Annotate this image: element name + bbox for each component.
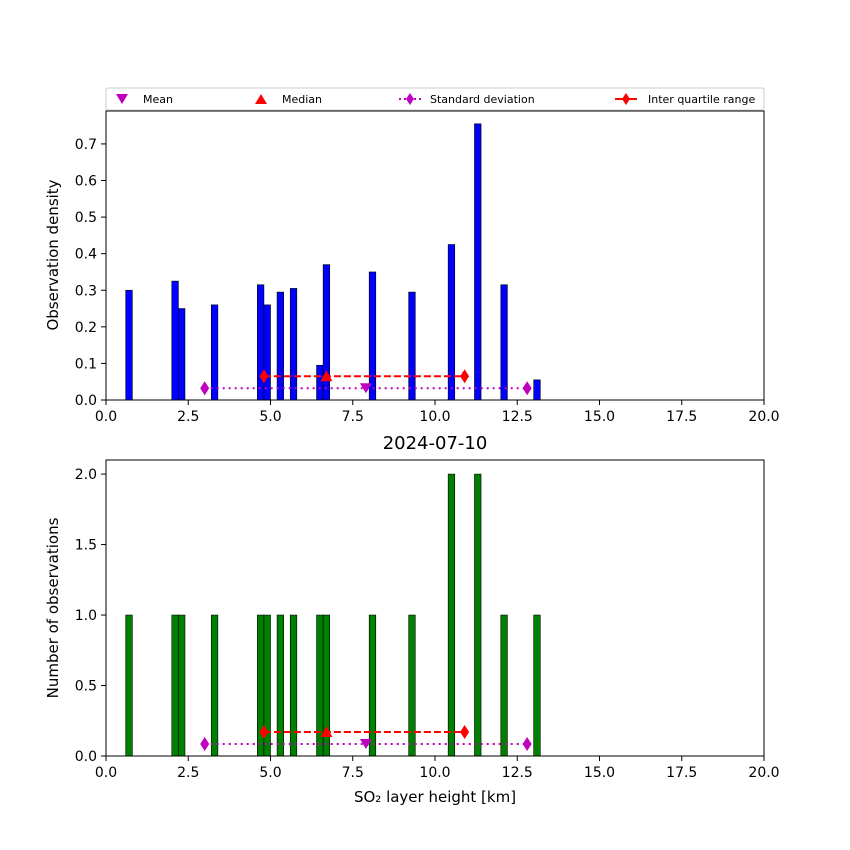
density-y-tick-label: 0.3 — [75, 283, 97, 299]
count-y-tick-label: 2.0 — [75, 467, 97, 483]
count-plot-title: 2024-07-10 — [383, 433, 488, 454]
density-y-tick-label: 0.5 — [75, 210, 97, 226]
count-x-tick-label: 15.0 — [584, 765, 615, 781]
density-bar — [289, 288, 298, 401]
density-median-marker — [320, 370, 333, 382]
density-bar — [474, 123, 482, 401]
legend: Mean Median Standard deviation Inter qua… — [105, 87, 765, 111]
density-iqr-marker — [259, 369, 269, 384]
count-x-tick-label: 0.0 — [95, 765, 117, 781]
count-bar — [210, 614, 219, 757]
density-x-tick-label: 0.0 — [95, 409, 117, 425]
density-y-tick-label: 0.4 — [75, 247, 97, 263]
count-y-ticks: 0.0 0.5 1.0 1.5 2.0 — [75, 467, 106, 765]
density-x-tick-label: 20.0 — [748, 409, 779, 425]
count-x-tick-label: 12.5 — [502, 765, 533, 781]
density-bar — [171, 280, 179, 401]
density-y-tick-label: 0.1 — [75, 356, 97, 372]
density-std-marker — [200, 381, 210, 396]
count-plot-frame — [105, 459, 765, 757]
count-x-tick-label: 7.5 — [342, 765, 364, 781]
density-bar — [316, 364, 324, 401]
density-bar — [276, 291, 284, 401]
count-mean-marker — [359, 739, 372, 750]
count-x-tick-label: 5.0 — [259, 765, 281, 781]
count-x-axis-label: SO₂ layer height [km] — [354, 788, 516, 806]
density-mean-marker — [359, 383, 372, 394]
density-y-tick-label: 0.6 — [75, 174, 97, 190]
count-y-tick-label: 1.0 — [75, 608, 97, 624]
legend-mean-marker — [116, 94, 128, 104]
density-plot: 0.0 2.5 5.0 7.5 10.0 12.5 15.0 17.5 20.0 0.00.10… — [44, 110, 780, 425]
legend-median-label: Median — [282, 93, 322, 106]
count-bar — [408, 614, 416, 757]
count-y-axis-label: Number of observations — [44, 517, 62, 698]
count-bar — [500, 614, 508, 757]
count-median-marker — [320, 726, 333, 738]
density-x-ticks: 0.0 2.5 5.0 7.5 10.0 12.5 15.0 17.5 20.0 — [95, 400, 780, 425]
density-bar — [368, 271, 377, 401]
count-std-marker — [522, 737, 532, 752]
density-plot-frame — [105, 110, 765, 401]
count-std-marker — [200, 737, 210, 752]
density-x-tick-label: 5.0 — [259, 409, 281, 425]
density-y-tick-label: 0.0 — [75, 393, 97, 409]
legend-std-marker — [406, 93, 414, 105]
density-bar — [408, 291, 416, 401]
count-y-tick-label: 0.5 — [75, 679, 97, 695]
density-bars — [125, 123, 541, 401]
count-bar — [276, 614, 284, 757]
density-bar — [178, 308, 186, 401]
count-bar — [125, 614, 133, 757]
legend-frame — [105, 87, 765, 111]
density-bar — [500, 284, 508, 401]
legend-iqr-marker — [622, 93, 630, 105]
density-bar — [125, 289, 133, 401]
count-plot: 2024-07-10 0.0 2.5 5.0 7.5 10.0 12.5 15.0 17.5 2… — [44, 433, 780, 806]
density-bar — [263, 304, 271, 401]
density-bar — [533, 379, 541, 401]
count-y-tick-label: 1.5 — [75, 538, 97, 554]
legend-mean-label: Mean — [143, 93, 173, 106]
count-bar — [171, 614, 179, 757]
density-y-ticks: 0.0 0.1 0.2 0.3 0.4 0.5 0.6 0.7 — [75, 137, 106, 409]
count-bar — [289, 614, 298, 757]
count-iqr-marker — [259, 725, 269, 740]
count-x-tick-label: 2.5 — [177, 765, 199, 781]
density-x-tick-label: 15.0 — [584, 409, 615, 425]
count-x-ticks: 0.0 2.5 5.0 7.5 10.0 12.5 15.0 17.5 20.0 — [95, 756, 780, 781]
count-bar — [368, 614, 377, 757]
legend-median-marker — [255, 94, 267, 104]
count-bar — [474, 473, 482, 757]
density-x-tick-label: 10.0 — [419, 409, 450, 425]
count-bar — [447, 473, 456, 757]
legend-std-label: Standard deviation — [430, 93, 535, 106]
density-x-tick-label: 2.5 — [177, 409, 199, 425]
density-bar — [210, 304, 219, 401]
count-bars — [125, 473, 541, 757]
density-iqr-marker — [460, 369, 470, 384]
density-x-tick-label: 7.5 — [342, 409, 364, 425]
density-x-tick-label: 12.5 — [502, 409, 533, 425]
count-y-tick-label: 0.0 — [75, 749, 97, 765]
density-y-axis-label: Observation density — [44, 179, 62, 330]
density-bar — [257, 284, 265, 401]
count-bar — [178, 614, 186, 757]
count-x-tick-label: 20.0 — [748, 765, 779, 781]
density-std-marker — [522, 381, 532, 396]
density-y-tick-label: 0.7 — [75, 137, 97, 153]
density-x-tick-label: 17.5 — [666, 409, 697, 425]
density-y-tick-label: 0.2 — [75, 320, 97, 336]
count-iqr-marker — [460, 725, 470, 740]
count-x-tick-label: 17.5 — [666, 765, 697, 781]
count-bar — [533, 614, 541, 757]
count-stats — [200, 725, 532, 752]
count-x-tick-label: 10.0 — [419, 765, 450, 781]
legend-iqr-label: Inter quartile range — [648, 93, 755, 106]
density-stats — [200, 369, 532, 396]
